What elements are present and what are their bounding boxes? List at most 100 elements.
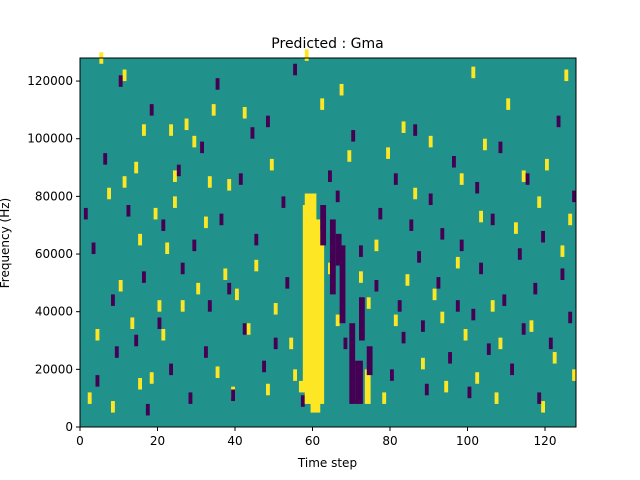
heatmap-cell-high <box>541 401 545 413</box>
heatmap-cell-low <box>560 268 565 280</box>
heatmap-cell-high <box>184 118 189 131</box>
heatmap-cell-high <box>564 69 569 82</box>
heatmap-cell-low <box>424 383 429 396</box>
y-axis: 0 20000 40000 60000 80000 100000 120000 <box>27 74 80 434</box>
x-tick-label: 100 <box>456 434 479 448</box>
heatmap-cell-low <box>479 262 483 275</box>
heatmap-cell-low <box>486 343 491 355</box>
heatmap-cell-low <box>273 337 278 350</box>
heatmap-cell-high <box>142 124 146 136</box>
heatmap-cell-high <box>293 369 297 381</box>
heatmap-cell-high <box>269 158 274 171</box>
heatmap-cell-low <box>541 230 545 243</box>
heatmap-cell-high <box>111 401 115 413</box>
y-tick-label: 0 <box>65 420 73 434</box>
heatmap-cell-high <box>273 303 278 315</box>
heatmap-cell-high <box>374 239 379 252</box>
heatmap-cell-high <box>87 392 92 404</box>
heatmap-cell-low <box>161 219 166 231</box>
heatmap-cell-high <box>359 271 363 283</box>
heatmap-cell-low <box>517 248 522 260</box>
heatmap-cell-high <box>130 317 135 329</box>
heatmap-cell-low <box>281 196 286 208</box>
heatmap-cell-high <box>568 213 573 226</box>
heatmap-cell-low <box>300 395 305 407</box>
heatmap-cell-low <box>103 153 108 165</box>
heatmap-cell-high <box>455 256 460 269</box>
heatmap-cell-low <box>401 331 406 344</box>
heatmap-cell-high <box>320 98 325 110</box>
heatmap-cell-high <box>180 300 185 312</box>
heatmap-cell-low <box>83 207 88 220</box>
heatmap-cell-low <box>413 124 418 136</box>
heatmap-cell-high <box>242 107 247 119</box>
heatmap-cell-high <box>138 377 142 390</box>
heatmap-cell-low <box>393 173 398 185</box>
heatmap-cell-high <box>440 311 445 324</box>
heatmap-cell-low <box>448 352 452 364</box>
heatmap-cell-low <box>111 294 115 306</box>
heatmap-cell-high <box>204 216 208 229</box>
heatmap-cell-high <box>138 233 142 246</box>
heatmap-cell-low <box>455 300 460 312</box>
heatmap-cell-low <box>521 323 526 335</box>
heatmap-cell-high <box>463 328 468 341</box>
heatmap-cell-high <box>266 383 270 396</box>
heatmap-cell-low <box>204 346 208 358</box>
heatmap-cell-high <box>122 69 127 82</box>
heatmap-cell-high <box>494 392 499 404</box>
x-tick-label: 60 <box>305 434 320 448</box>
heatmap-cell-low <box>436 277 441 289</box>
heatmap-cell-low <box>285 277 290 289</box>
heatmap-cell-low <box>192 239 197 252</box>
heatmap-cell-low <box>200 141 204 154</box>
heatmap-cell-high <box>223 268 228 280</box>
heatmap-cell-low <box>126 205 131 217</box>
heatmap-cell-high <box>421 357 425 370</box>
heatmap-cell-low <box>440 228 445 240</box>
heatmap-cell-low <box>343 337 348 350</box>
plot-area <box>80 49 576 427</box>
heatmap-cell-high <box>560 245 565 257</box>
heatmap-region-high <box>364 369 371 404</box>
heatmap-cell-low <box>397 300 402 312</box>
heatmap-cell-low <box>215 78 220 90</box>
heatmap-cell-low <box>428 193 433 206</box>
heatmap-cell-low <box>452 156 456 168</box>
heatmap-cell-high <box>149 372 154 384</box>
heatmap-cell-low <box>351 130 356 142</box>
heatmap-region-low <box>335 233 342 266</box>
heatmap-cell-high <box>552 352 557 364</box>
heatmap-cell-low <box>374 279 379 292</box>
x-tick-label: 120 <box>534 434 557 448</box>
heatmap-cell-high <box>173 170 177 182</box>
y-tick-label: 20000 <box>35 362 73 376</box>
x-tick-label: 40 <box>227 434 242 448</box>
heatmap-cell-high <box>537 196 542 208</box>
y-axis-label: Frequency (Hz) <box>0 198 12 289</box>
heatmap-cell-low <box>207 300 212 312</box>
heatmap-cell-high <box>246 323 251 335</box>
heatmap-cell-high <box>335 314 340 327</box>
heatmap-cell-low <box>250 127 255 139</box>
heatmap-cell-high <box>153 207 158 220</box>
heatmap-cell-high <box>366 297 371 309</box>
heatmap-cell-low <box>417 251 421 263</box>
heatmap-cell-high <box>483 138 487 151</box>
heatmap-cell-high <box>572 369 576 381</box>
heatmap-cell-high <box>122 176 127 188</box>
y-tick-label: 60000 <box>35 247 73 261</box>
y-tick-label: 40000 <box>35 305 73 319</box>
heatmap-cell-high <box>479 210 483 223</box>
heatmap-cell-low <box>242 323 247 335</box>
heatmap-cell-high <box>173 196 177 208</box>
heatmap-cell-low <box>176 164 181 177</box>
heatmap-cell-low <box>238 173 243 185</box>
heatmap-cell-high <box>444 380 449 393</box>
heatmap-cell-low <box>525 173 530 185</box>
heatmap-cell-high <box>393 314 398 327</box>
heatmap-cell-low <box>134 334 139 347</box>
heatmap-cell-low <box>533 282 538 295</box>
heatmap-cell-high <box>401 121 406 133</box>
